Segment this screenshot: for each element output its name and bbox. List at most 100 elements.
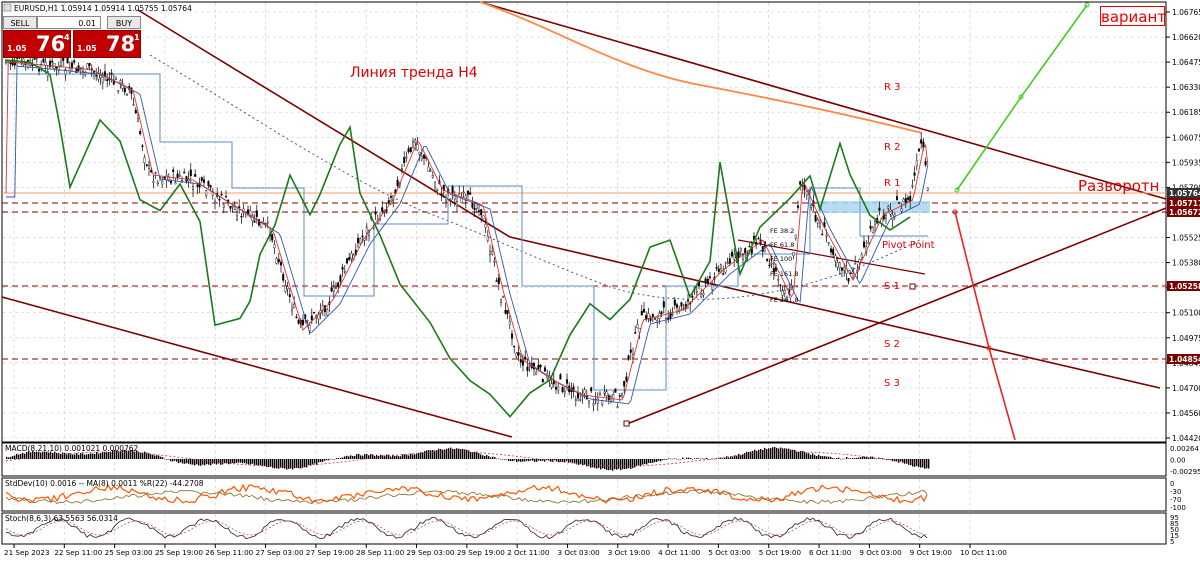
time-tick-label: 29 Sep 19:00	[457, 548, 505, 557]
indicator-tick-label: 0	[1170, 480, 1174, 488]
forecast-down-node[interactable]	[986, 345, 992, 351]
buy-price-box[interactable]: 1.05 78 1	[73, 30, 141, 58]
sell-price-small: 1.05	[7, 44, 27, 53]
fe-label: FE 161.8	[770, 270, 799, 278]
indicator-tick-label: -30	[1170, 488, 1181, 496]
trendline-h4-label: Линия тренда H4	[350, 65, 478, 81]
price-tick-label: 1.06475	[1172, 58, 1200, 67]
time-tick-label: 22 Sep 11:00	[54, 548, 102, 557]
buy-price-small: 1.05	[77, 44, 97, 53]
price-badge-label: 1.05672	[1169, 208, 1200, 217]
indicator-tick-label: 5	[1170, 538, 1174, 546]
price-tick-label: 1.04975	[1172, 334, 1200, 343]
time-tick-label: 5 Oct 19:00	[759, 548, 802, 557]
time-tick-label: 3 Oct 19:00	[608, 548, 651, 557]
s2-label: S 2	[884, 339, 900, 350]
price-badge-label: 1.05258	[1169, 282, 1200, 291]
dotted-ma	[149, 54, 921, 300]
s3-label: S 3	[884, 378, 900, 389]
time-axis: 21 Sep 2023 22 Sep 11:00 25 Sep 03:00 25 Se…	[4, 544, 1007, 557]
forecast-down-line[interactable]	[954, 211, 1016, 441]
symbol-icon	[3, 3, 12, 12]
ma-orange-curve	[479, 1, 923, 134]
williams-r-line	[5, 489, 928, 505]
macd-label: MACD(8,21,10) 0.001021 0.000762	[5, 444, 139, 453]
upper-channel-line-ext[interactable]	[509, 236, 1161, 389]
r3-label: R 3	[884, 82, 901, 93]
indicator-tick-label: 95	[1170, 514, 1179, 522]
forecast-up-node[interactable]	[1018, 94, 1024, 100]
price-badge: 1.05258	[1167, 281, 1200, 291]
time-tick-label: 26 Sep 11:00	[205, 548, 253, 557]
anchor-marker[interactable]	[909, 283, 916, 290]
stoch-label: Stoch(8,6,3) 63.5563 56.0314	[5, 514, 118, 523]
top-resistance-line[interactable]	[479, 1, 1167, 200]
sell-button[interactable]: SELL	[3, 16, 37, 29]
lot-size-input[interactable]: 0.01	[37, 16, 101, 29]
stddev-axis: 0-30-70-100	[1170, 480, 1186, 512]
forecast-down-node[interactable]	[952, 209, 958, 215]
step-channel	[8, 73, 928, 391]
price-badge: 1.05672	[1167, 207, 1200, 217]
time-tick-label: 29 Sep 03:00	[407, 548, 455, 557]
indicator-tick-label: 85	[1170, 520, 1179, 528]
forecast-up-node[interactable]	[1084, 2, 1090, 8]
forecast-up-node[interactable]	[954, 187, 960, 193]
anchor-marker[interactable]	[623, 420, 630, 427]
stoch-signal-line	[5, 520, 928, 536]
support-trendline[interactable]	[626, 207, 1167, 425]
price-badge-label: 1.04854	[1169, 355, 1200, 364]
time-tick-label: 3 Oct 03:00	[557, 548, 600, 557]
indicator-tick-label: 50	[1170, 526, 1179, 534]
price-badge: 1.05764	[1167, 188, 1200, 198]
sell-price-big: 76	[36, 32, 66, 56]
time-tick-label: 9 Oct 19:00	[910, 548, 953, 557]
price-badge: 1.04854	[1167, 354, 1200, 364]
sell-price-sup: 4	[64, 33, 70, 42]
price-badge-label: 1.05764	[1169, 189, 1200, 198]
time-tick-label: 2 Oct 11:00	[507, 548, 550, 557]
macd-axis: 0.00264 0.00 -0.00295	[1170, 445, 1200, 476]
time-tick-label: 6 Oct 11:00	[809, 548, 852, 557]
one-click-trade-panel: SELL 0.01 BUY 1.05 76 4 1.05 78 1	[3, 16, 141, 58]
indicator-tick-label: 15	[1170, 532, 1179, 540]
indicator-tick-label: 0.00264	[1170, 445, 1199, 453]
price-tick-label: 1.04420	[1172, 434, 1200, 443]
main-chart-frame	[1, 1, 1167, 443]
indicator-tick-label: -70	[1170, 496, 1181, 504]
fe-label: FE 38.2	[770, 227, 794, 235]
pivot-point-label: Pivot Point	[882, 240, 935, 251]
r1-label: R 1	[884, 178, 901, 189]
stoch-panel-frame	[1, 512, 1167, 545]
macd-histogram	[6, 447, 930, 471]
lower-channel-line[interactable]	[1, 296, 513, 438]
stoch-main-line	[5, 516, 928, 540]
price-axis: 1.06765 1.06620 1.06475 1.06330 1.06185 1.060…	[1166, 8, 1200, 443]
sell-price-box[interactable]: 1.05 76 4	[3, 30, 71, 58]
price-tick-label: 1.05525	[1172, 234, 1200, 243]
r2-label: R 2	[884, 142, 901, 153]
price-tick-label: 1.05935	[1172, 158, 1200, 167]
indicator-tick-label: -100	[1170, 504, 1186, 512]
time-tick-label: 25 Sep 19:00	[155, 548, 203, 557]
price-tick-label: 1.06765	[1172, 8, 1200, 17]
blue-ma-line	[6, 65, 929, 405]
time-tick-label: 9 Oct 03:00	[859, 548, 902, 557]
buy-button[interactable]: BUY	[107, 16, 141, 29]
fe-label: FE 261.8	[770, 296, 799, 304]
red-ma-line	[5, 61, 929, 401]
symbol-info: EURUSD,H1 1.05914 1.05914 1.05755 1.0576…	[14, 4, 192, 13]
pivot-line	[737, 239, 926, 275]
time-tick-label: 27 Sep 03:00	[256, 548, 304, 557]
buy-price-sup: 1	[134, 33, 140, 42]
grid-lines	[3, 3, 1165, 543]
price-tick-label: 1.06330	[1172, 83, 1200, 92]
stddev-panel-frame	[1, 477, 1167, 512]
forecast-up-line[interactable]	[956, 4, 1088, 191]
fibo-expansion-labels: FE 38.2 FE 61.8 FE 100 FE 161.8 FE 261.8	[770, 227, 799, 304]
variant-label: вариант	[1100, 6, 1167, 26]
price-tick-label: 1.04560	[1172, 409, 1200, 418]
